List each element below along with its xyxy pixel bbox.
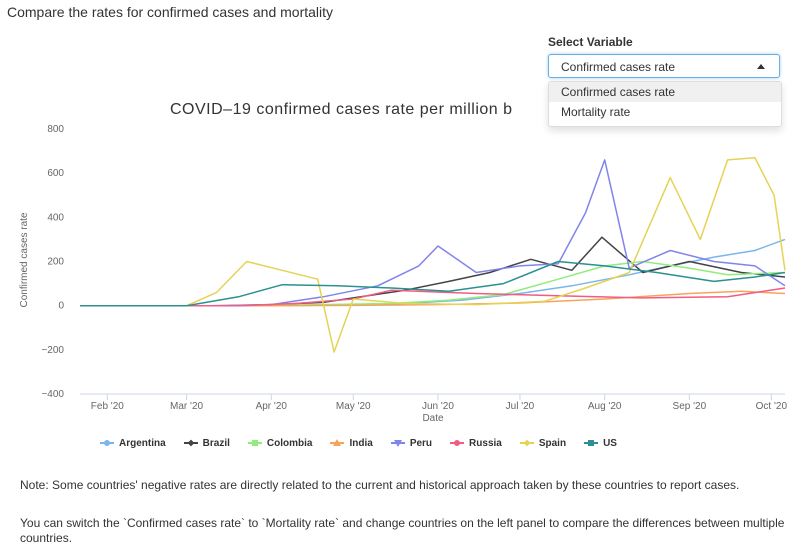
note-switch-variable: You can switch the `Confirmed cases rate… xyxy=(20,516,785,545)
legend-label: Colombia xyxy=(266,437,313,449)
x-tick-label: Feb '20 xyxy=(91,401,124,412)
square-marker-icon xyxy=(584,439,599,447)
legend-label: Russia xyxy=(469,437,502,449)
y-tick-label: 0 xyxy=(58,301,64,312)
triangle-down-marker-icon xyxy=(390,439,405,447)
chart: COVID–19 confirmed cases rate per millio… xyxy=(0,92,802,460)
x-tick-label: May '20 xyxy=(336,401,371,412)
y-tick-label: −200 xyxy=(41,345,64,356)
series-line-peru[interactable] xyxy=(80,159,786,307)
series-group xyxy=(80,156,786,353)
legend-item-peru[interactable]: Peru xyxy=(390,436,433,450)
legend-label: Argentina xyxy=(119,437,166,449)
page-heading: Compare the rates for confirmed cases an… xyxy=(7,4,334,20)
legend-label: US xyxy=(603,437,617,449)
x-tick-label: Jun '20 xyxy=(422,401,454,412)
x-tick-label: Mar '20 xyxy=(170,401,203,412)
chart-title: COVID–19 confirmed cases rate per millio… xyxy=(170,101,513,118)
circle-marker-icon xyxy=(450,439,465,447)
legend-item-us[interactable]: US xyxy=(584,436,617,450)
x-tick-label: Apr '20 xyxy=(256,401,288,412)
option-confirmed-cases-rate[interactable]: Confirmed cases rate xyxy=(549,82,781,102)
series-line-spain[interactable] xyxy=(80,156,786,353)
square-marker-icon xyxy=(247,439,262,447)
y-axis: −400 −200 0 200 400 600 800 xyxy=(41,124,64,400)
x-tick-label: Oct '20 xyxy=(756,401,788,412)
x-tick-label: Jul '20 xyxy=(506,401,535,412)
series-line-us[interactable] xyxy=(80,260,786,307)
triangle-marker-icon xyxy=(330,439,345,447)
legend-item-spain[interactable]: Spain xyxy=(519,436,567,450)
legend-item-colombia[interactable]: Colombia xyxy=(247,436,313,450)
series-line-brazil[interactable] xyxy=(80,236,786,307)
chart-legend: Argentina Brazil Colombia India Peru Russia Sp… xyxy=(100,436,635,450)
legend-label: Brazil xyxy=(202,437,230,449)
legend-label: Peru xyxy=(409,437,433,449)
diamond-marker-icon xyxy=(183,439,198,447)
variable-dropdown-menu: Confirmed cases rate Mortality rate xyxy=(548,81,782,127)
chart-svg: COVID–19 confirmed cases rate per millio… xyxy=(19,101,788,424)
legend-item-russia[interactable]: Russia xyxy=(450,436,502,450)
y-axis-label: Confirmed cases rate xyxy=(19,212,30,307)
variable-select[interactable]: Confirmed cases rate xyxy=(548,54,780,78)
y-tick-label: 400 xyxy=(47,212,64,223)
legend-item-brazil[interactable]: Brazil xyxy=(183,436,230,450)
circle-marker-icon xyxy=(100,439,114,447)
legend-label: Spain xyxy=(538,437,567,449)
caret-up-icon[interactable] xyxy=(757,64,765,69)
y-tick-label: 200 xyxy=(47,257,64,268)
legend-item-india[interactable]: India xyxy=(330,436,373,450)
x-tick-label: Sep '20 xyxy=(673,401,707,412)
x-axis-label: Date xyxy=(422,413,444,424)
variable-select-value: Confirmed cases rate xyxy=(561,60,676,74)
option-mortality-rate[interactable]: Mortality rate xyxy=(561,105,631,119)
series-line-colombia[interactable] xyxy=(80,260,786,307)
series-line-argentina[interactable] xyxy=(80,238,786,307)
y-tick-label: −400 xyxy=(41,389,64,400)
y-tick-label: 800 xyxy=(47,124,64,135)
x-axis: Feb '20 Mar '20 Apr '20 May '20 Jun '20 Jul '… xyxy=(80,393,788,412)
y-tick-label: 600 xyxy=(47,168,64,179)
diamond-marker-icon xyxy=(519,439,534,447)
legend-item-argentina[interactable]: Argentina xyxy=(100,436,166,450)
x-tick-label: Aug '20 xyxy=(588,401,622,412)
select-variable-label: Select Variable xyxy=(548,35,633,49)
legend-label: India xyxy=(349,437,373,449)
note-negative-rates: Note: Some countries' negative rates are… xyxy=(20,478,740,492)
series-line-russia[interactable] xyxy=(80,287,786,307)
